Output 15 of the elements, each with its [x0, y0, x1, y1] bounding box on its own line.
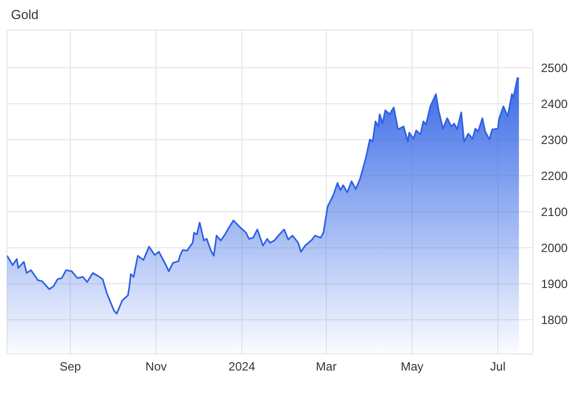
x-tick-label: 2024 [228, 360, 256, 374]
y-tick-label: 2300 [541, 133, 568, 148]
x-tick-label: Nov [145, 360, 167, 374]
y-tick-label: 1900 [541, 277, 568, 292]
y-tick-label: 2500 [541, 61, 568, 76]
y-tick-label: 2100 [541, 205, 568, 220]
y-tick-label: 2000 [541, 241, 568, 256]
y-tick-label: 2200 [541, 169, 568, 184]
x-tick-label: Sep [60, 360, 82, 374]
y-tick-label: 1800 [541, 313, 568, 328]
x-tick-label: Mar [316, 360, 337, 374]
chart-title: Gold [11, 7, 38, 22]
y-tick-label: 2400 [541, 97, 568, 112]
x-tick-label: May [400, 360, 424, 374]
x-tick-label: Jul [490, 360, 506, 374]
